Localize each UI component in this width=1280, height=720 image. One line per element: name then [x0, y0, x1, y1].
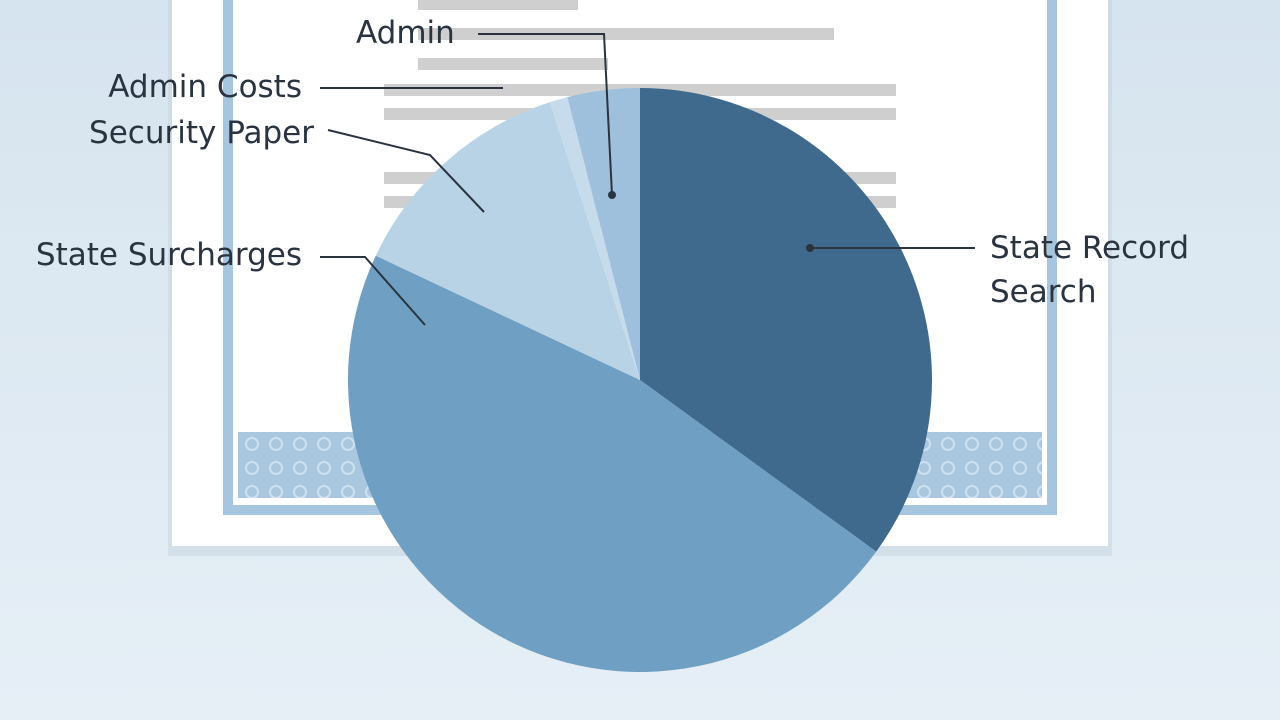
slice-label: State Surcharges — [35, 237, 302, 273]
pie-slice — [567, 88, 640, 380]
pie-slice — [375, 102, 640, 380]
slice-label: Admin Costs — [108, 69, 302, 105]
pie-slice — [549, 97, 640, 381]
leader-dots — [608, 191, 814, 252]
pie-slice — [347, 255, 877, 673]
slice-label: Admin — [356, 15, 455, 51]
leader-lines — [320, 33, 975, 326]
slice-label: State Record Search — [990, 230, 1190, 310]
pie-slice — [640, 88, 932, 552]
pie — [347, 88, 932, 673]
slice-label: Security Paper — [89, 115, 314, 151]
